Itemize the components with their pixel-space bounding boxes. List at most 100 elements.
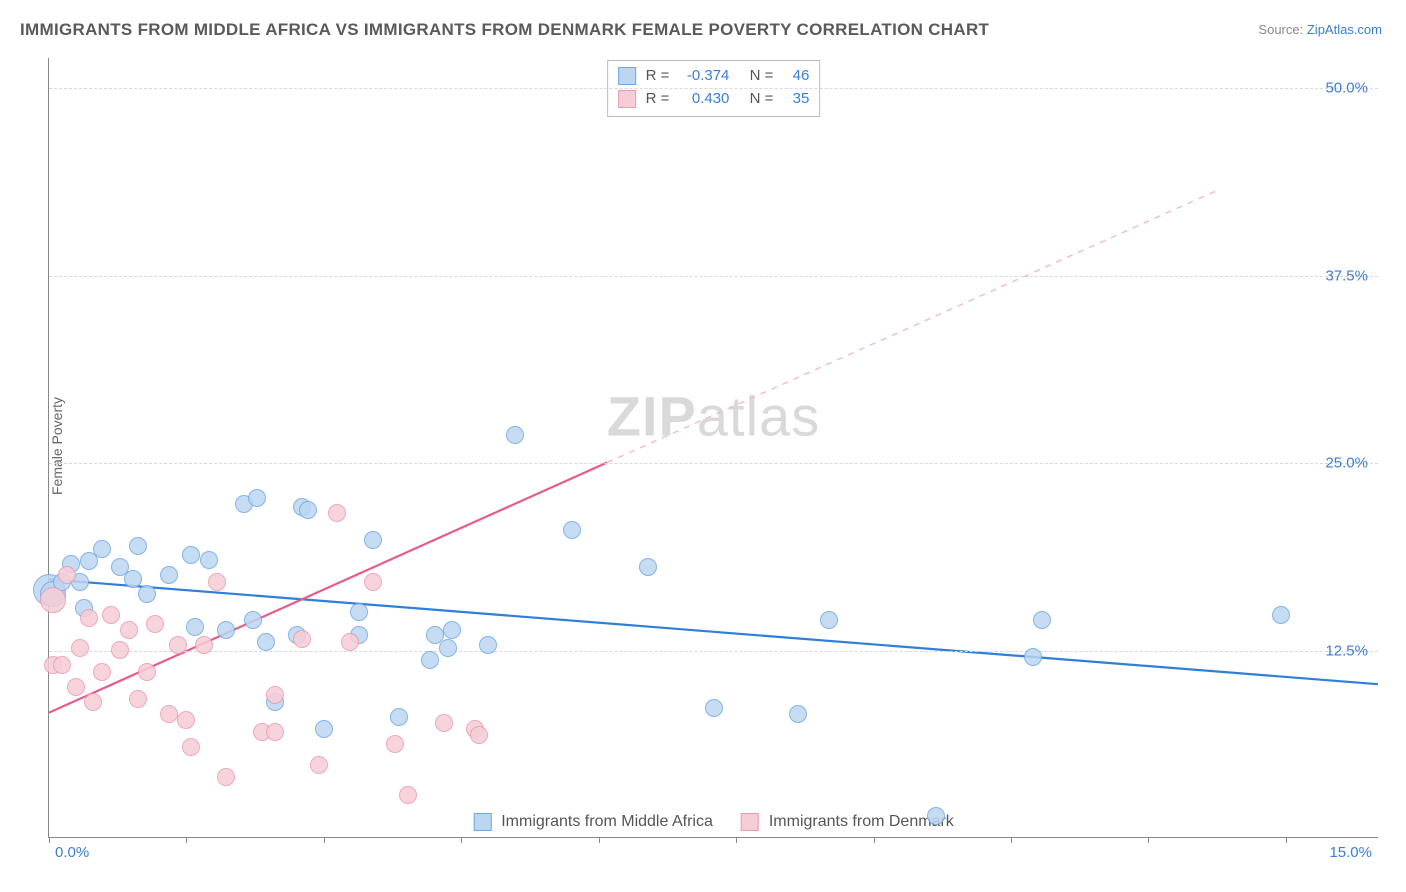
data-point [1272, 606, 1290, 624]
data-point [208, 573, 226, 591]
r-value-b: 0.430 [677, 88, 729, 111]
data-point [1024, 648, 1042, 666]
source-link[interactable]: ZipAtlas.com [1307, 22, 1382, 37]
watermark: ZIPatlas [607, 384, 820, 449]
data-point [138, 585, 156, 603]
data-point [93, 663, 111, 681]
data-point [390, 708, 408, 726]
source-label: Source: [1258, 22, 1303, 37]
data-point [102, 606, 120, 624]
data-point [820, 611, 838, 629]
data-point [443, 621, 461, 639]
correlation-row-a: R = -0.374 N = 46 [618, 65, 810, 88]
data-point [439, 639, 457, 657]
data-point [169, 636, 187, 654]
legend-item-a: Immigrants from Middle Africa [473, 813, 713, 831]
data-point [350, 603, 368, 621]
x-axis-origin-label: 0.0% [55, 844, 89, 861]
data-point [315, 720, 333, 738]
chart-title: IMMIGRANTS FROM MIDDLE AFRICA VS IMMIGRA… [20, 20, 989, 40]
plot-area: ZIPatlas R = -0.374 N = 46 R = 0.430 N =… [48, 58, 1378, 838]
data-point [470, 726, 488, 744]
watermark-bold: ZIP [607, 385, 697, 448]
data-point [386, 735, 404, 753]
y-tick-label: 12.5% [1325, 642, 1368, 659]
y-tick-label: 50.0% [1325, 80, 1368, 97]
data-point [217, 768, 235, 786]
data-point [435, 714, 453, 732]
data-point [399, 786, 417, 804]
x-tick [186, 837, 187, 843]
data-point [58, 566, 76, 584]
r-value-a: -0.374 [677, 65, 729, 88]
data-point [341, 633, 359, 651]
legend-swatch-b [741, 813, 759, 831]
data-point [124, 570, 142, 588]
n-value-a: 46 [781, 65, 809, 88]
data-point [111, 641, 129, 659]
source-attribution: Source: ZipAtlas.com [1258, 22, 1382, 37]
gridline [49, 651, 1378, 652]
data-point [120, 621, 138, 639]
data-point [293, 630, 311, 648]
n-label-a: N = [750, 65, 774, 88]
data-point [138, 663, 156, 681]
data-point [186, 618, 204, 636]
n-value-b: 35 [781, 88, 809, 111]
data-point [248, 489, 266, 507]
y-tick-label: 25.0% [1325, 455, 1368, 472]
legend-label-a: Immigrants from Middle Africa [501, 813, 713, 831]
data-point [506, 426, 524, 444]
data-point [160, 566, 178, 584]
data-point [927, 807, 945, 825]
data-point [84, 693, 102, 711]
data-point [177, 711, 195, 729]
data-point [93, 540, 111, 558]
data-point [563, 521, 581, 539]
data-point [129, 537, 147, 555]
data-point [200, 551, 218, 569]
data-point [364, 573, 382, 591]
data-point [182, 738, 200, 756]
x-axis-max-label: 15.0% [1329, 844, 1372, 861]
data-point [364, 531, 382, 549]
chart-container: IMMIGRANTS FROM MIDDLE AFRICA VS IMMIGRA… [0, 0, 1406, 892]
data-point [257, 633, 275, 651]
data-point [129, 690, 147, 708]
data-point [67, 678, 85, 696]
data-point [182, 546, 200, 564]
correlation-row-b: R = 0.430 N = 35 [618, 88, 810, 111]
x-tick [1148, 837, 1149, 843]
data-point [639, 558, 657, 576]
r-label-a: R = [646, 65, 670, 88]
data-point [310, 756, 328, 774]
x-tick [736, 837, 737, 843]
swatch-series-b [618, 90, 636, 108]
data-point [705, 699, 723, 717]
data-point [146, 615, 164, 633]
watermark-rest: atlas [697, 385, 820, 448]
data-point [244, 611, 262, 629]
data-point [40, 587, 66, 613]
data-point [479, 636, 497, 654]
r-label-b: R = [646, 88, 670, 111]
data-point [71, 639, 89, 657]
legend-item-b: Immigrants from Denmark [741, 813, 954, 831]
data-point [299, 501, 317, 519]
data-point [217, 621, 235, 639]
data-point [266, 723, 284, 741]
data-point [195, 636, 213, 654]
series-legend: Immigrants from Middle Africa Immigrants… [469, 813, 958, 831]
data-point [160, 705, 178, 723]
data-point [789, 705, 807, 723]
x-tick [461, 837, 462, 843]
legend-swatch-a [473, 813, 491, 831]
data-point [328, 504, 346, 522]
swatch-series-a [618, 67, 636, 85]
trend-lines-svg [49, 58, 1378, 837]
x-tick [1011, 837, 1012, 843]
data-point [53, 656, 71, 674]
n-label-b: N = [750, 88, 774, 111]
x-tick [1286, 837, 1287, 843]
gridline [49, 463, 1378, 464]
